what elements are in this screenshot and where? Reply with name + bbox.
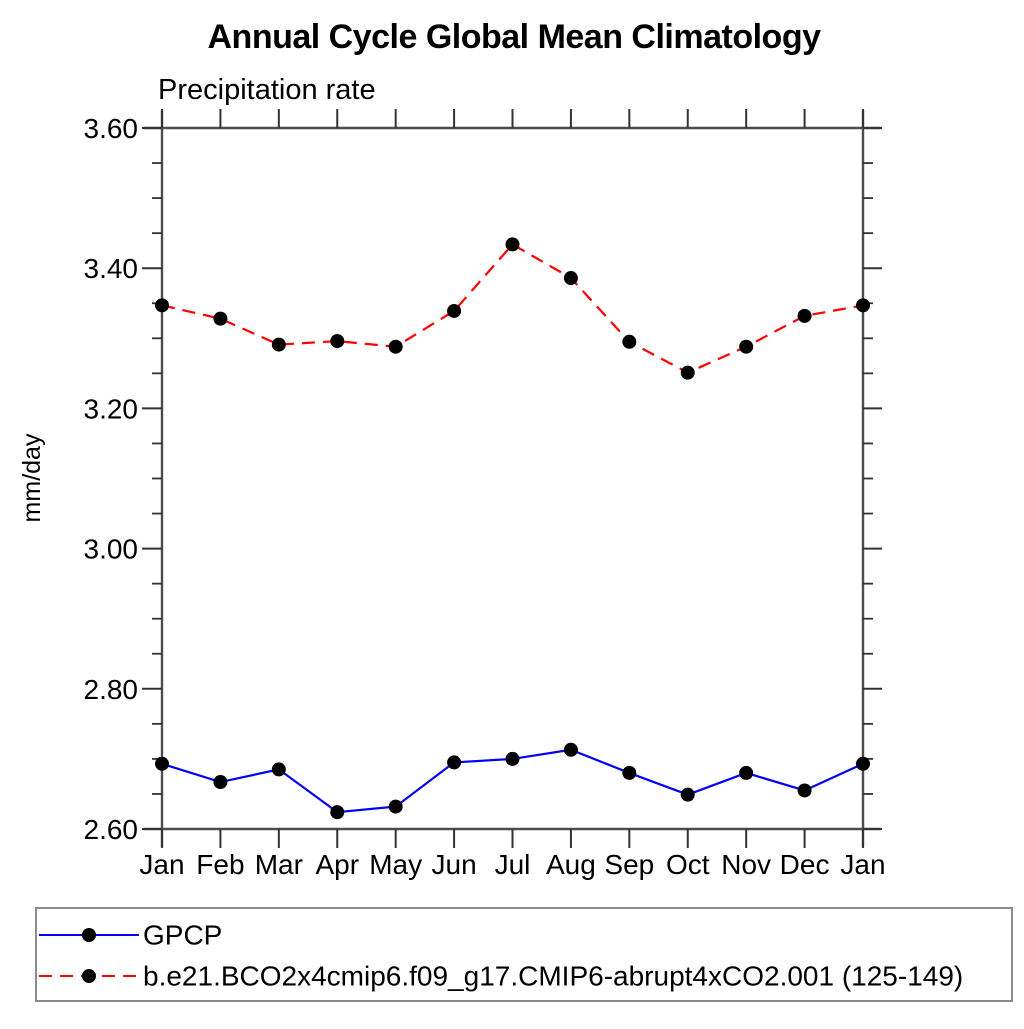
data-point-marker	[388, 799, 403, 814]
data-point-marker	[447, 755, 462, 770]
chart-subtitle: Precipitation rate	[158, 74, 376, 106]
x-tick-label: Jan	[139, 849, 184, 880]
legend-marker-circle-icon	[82, 928, 96, 942]
y-tick-label: 3.00	[84, 534, 139, 565]
x-tick-label: Sep	[604, 849, 654, 880]
data-point-marker	[563, 742, 578, 757]
data-point-marker	[155, 756, 169, 771]
data-point-marker	[739, 339, 754, 354]
legend-border	[35, 907, 1013, 1002]
data-point-marker	[330, 805, 345, 820]
legend-marker-circle-icon	[82, 969, 96, 983]
data-point-marker	[505, 751, 520, 766]
data-point-marker	[271, 762, 286, 777]
data-point-marker	[155, 298, 169, 313]
x-tick-label: Oct	[666, 849, 710, 880]
legend-entry-gpcp: GPCP	[39, 920, 222, 951]
x-tick-label: Feb	[196, 849, 244, 880]
data-point-marker	[856, 756, 870, 771]
data-point-marker	[622, 334, 637, 349]
x-tick-label: Dec	[780, 849, 830, 880]
x-tick-label: Mar	[255, 849, 303, 880]
data-point-marker	[271, 337, 286, 352]
x-tick-label: Jun	[432, 849, 477, 880]
data-point-marker	[739, 765, 754, 780]
x-tick-label: Aug	[546, 849, 596, 880]
x-tick-label: Nov	[721, 849, 771, 880]
data-point-marker	[213, 775, 228, 790]
y-tick-label: 3.20	[84, 393, 139, 424]
data-point-marker	[447, 303, 462, 318]
axes-layer: Jan Feb Mar Apr May Jun Jul Aug Sep Oct Nov Dec Jan2…	[84, 109, 886, 880]
y-tick-label: 3.60	[84, 113, 139, 144]
data-point-marker	[680, 365, 695, 380]
data-point-marker	[505, 237, 520, 252]
data-point-marker	[563, 271, 578, 286]
data-point-marker	[797, 783, 812, 798]
y-axis-label: mm/day	[18, 433, 46, 522]
data-point-marker	[388, 339, 403, 354]
series-layer	[155, 237, 870, 820]
x-tick-label: Jul	[495, 849, 531, 880]
legend-label-gpcp: GPCP	[143, 920, 222, 951]
legend-label-model: b.e21.BCO2x4cmip6.f09_g17.CMIP6-abrupt4x…	[143, 961, 963, 992]
data-point-marker	[330, 334, 345, 349]
y-tick-label: 3.40	[84, 253, 139, 284]
data-point-marker	[856, 298, 870, 313]
x-tick-label: May	[369, 849, 422, 880]
legend-entry-model: b.e21.BCO2x4cmip6.f09_g17.CMIP6-abrupt4x…	[39, 961, 963, 992]
chart-title: Annual Cycle Global Mean Climatology	[208, 18, 822, 56]
series-line-model	[161, 242, 864, 374]
x-tick-label: Apr	[315, 849, 359, 880]
data-point-marker	[680, 787, 695, 802]
legend-box: GPCP b.e21.BCO2x4cmip6.f09_g17.CMIP6-abr…	[35, 907, 1013, 1002]
data-point-marker	[213, 311, 228, 326]
x-tick-label: Jan	[840, 849, 885, 880]
data-point-marker	[797, 308, 812, 323]
data-point-marker	[622, 765, 637, 780]
y-tick-label: 2.80	[84, 674, 139, 705]
y-tick-label: 2.60	[84, 814, 139, 845]
